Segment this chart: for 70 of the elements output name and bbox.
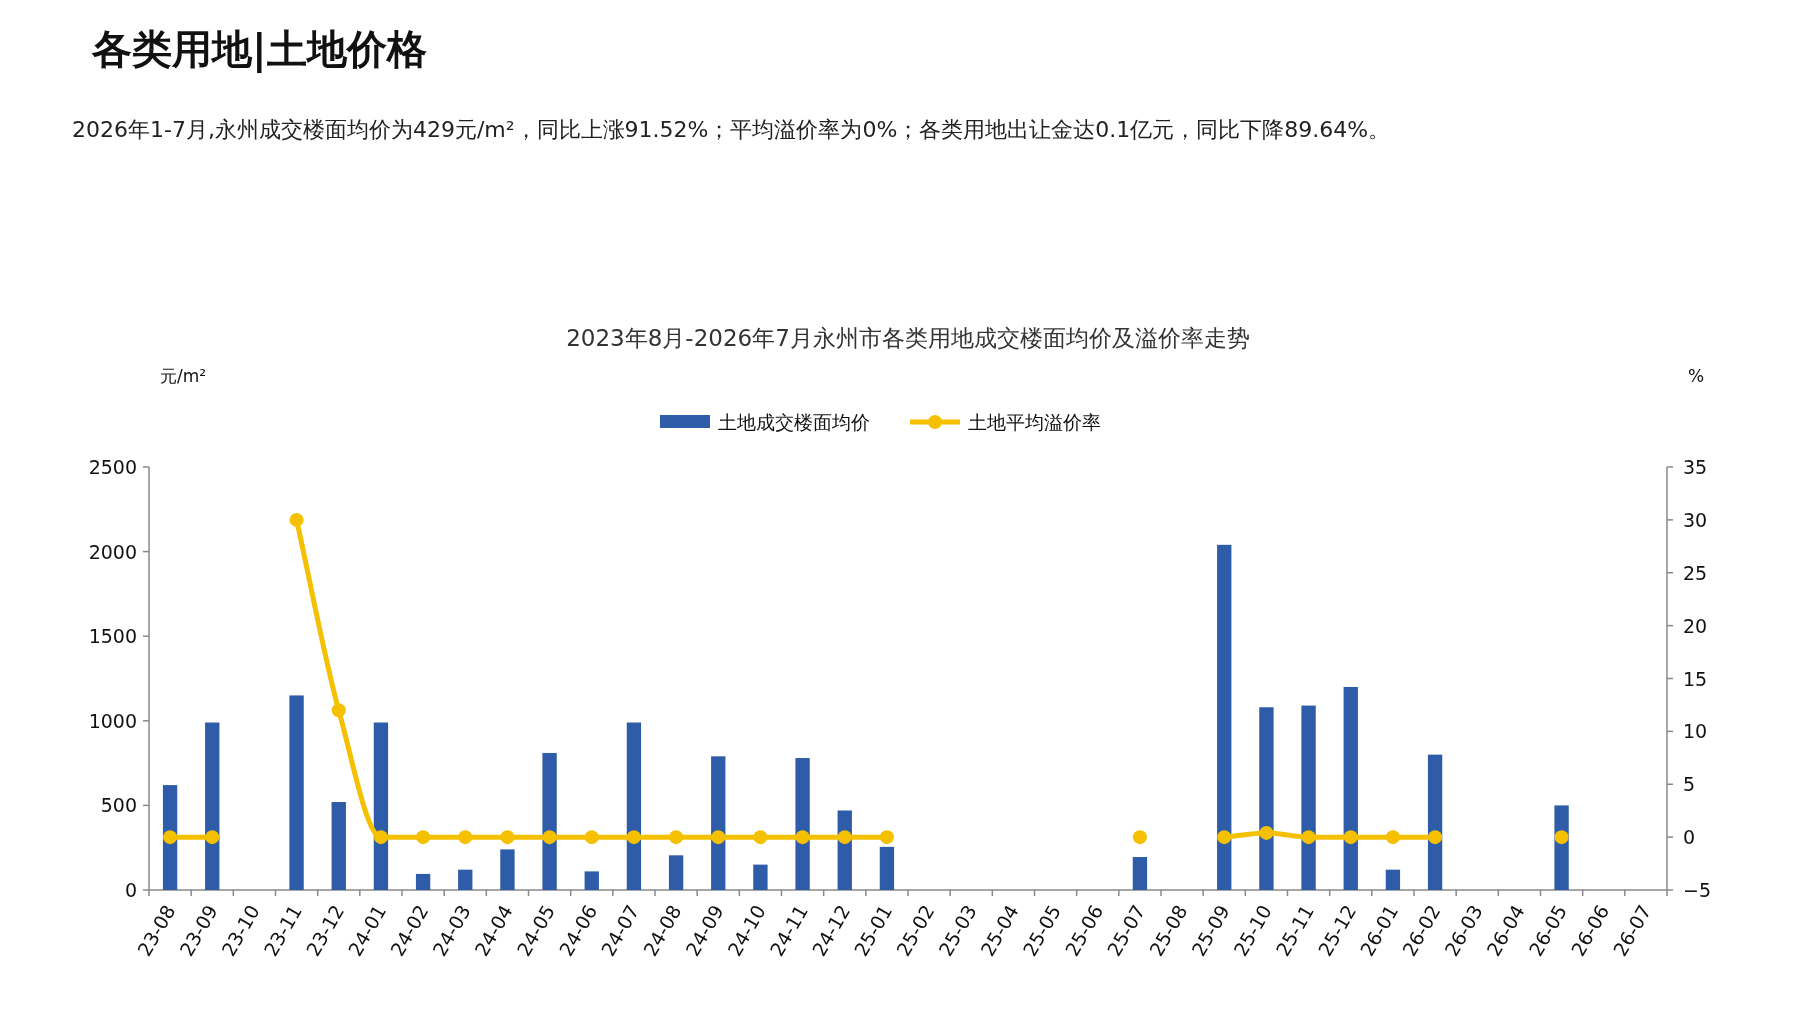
chart-title: 2023年8月-2026年7月永州市各类用地成交楼面均价及溢价率走势 [566, 325, 1250, 351]
bar [542, 752, 557, 890]
bar [205, 722, 220, 890]
point [669, 830, 684, 845]
bar [415, 873, 431, 890]
y-tick-label: 2000 [88, 540, 137, 563]
bar [711, 756, 726, 890]
y2-tick-label: 15 [1683, 667, 1708, 690]
text: 2026年1-7月,永州成交楼面均价为429元/m²，同比上涨91.52%；平均溢价率为0%；各类用地出让金达0.1亿元，同比下降89.64%。 [72, 117, 1391, 142]
point [795, 830, 810, 845]
bar [1343, 686, 1358, 890]
point [879, 830, 894, 845]
point [163, 830, 178, 845]
y-tick-label: 1500 [88, 625, 137, 648]
point [584, 830, 599, 845]
point [1301, 830, 1316, 845]
bar [458, 869, 473, 890]
point [837, 830, 852, 845]
point [1259, 825, 1274, 840]
bar [626, 722, 642, 890]
point [416, 830, 431, 845]
bar [289, 695, 304, 890]
point [626, 830, 641, 845]
y-tick-label: 0 [124, 879, 137, 901]
y2-tick-label: 30 [1683, 508, 1708, 531]
y-tick-label: 2500 [88, 456, 137, 478]
point [331, 703, 346, 718]
point [1343, 830, 1358, 845]
point [1385, 830, 1400, 845]
text: 各类用地|土地价格 [91, 26, 427, 74]
y2-tick-label: −5 [1683, 879, 1712, 901]
bar [753, 864, 768, 890]
point [289, 512, 304, 527]
bar [331, 802, 346, 890]
point [542, 830, 557, 845]
y2-tick-label: 5 [1683, 773, 1696, 796]
bar [500, 849, 515, 890]
y-tick-label: 500 [100, 794, 137, 817]
bar [795, 758, 810, 890]
bar [1217, 544, 1232, 890]
y2-tick-label: 10 [1683, 720, 1708, 743]
point [711, 830, 726, 845]
bar [1301, 705, 1316, 890]
point [373, 830, 388, 845]
bar [1132, 857, 1148, 890]
y2-tick-label: 0 [1683, 826, 1696, 849]
y-tick-label: 1000 [88, 709, 137, 732]
y-axis-title: 元/m² [160, 366, 207, 386]
y2-tick-label: 35 [1683, 456, 1708, 478]
bar [1385, 869, 1401, 890]
point [1428, 830, 1443, 845]
point [458, 830, 473, 845]
point [1217, 830, 1232, 845]
bar [879, 846, 895, 890]
bar [1427, 754, 1443, 890]
bar [668, 855, 684, 890]
y2-tick-label: 20 [1683, 614, 1708, 637]
point [1132, 830, 1147, 845]
point [500, 830, 515, 845]
legend-label: 土地平均溢价率 [968, 411, 1101, 433]
y2-tick-label: 25 [1683, 561, 1708, 584]
bar [162, 785, 178, 890]
point [753, 830, 768, 845]
point [205, 830, 220, 845]
y2-axis-title: % [1688, 366, 1705, 386]
bar [1259, 707, 1274, 890]
bar [584, 871, 599, 890]
legend-label: 土地成交楼面均价 [718, 411, 870, 433]
bar [373, 722, 389, 890]
point [1554, 830, 1569, 845]
